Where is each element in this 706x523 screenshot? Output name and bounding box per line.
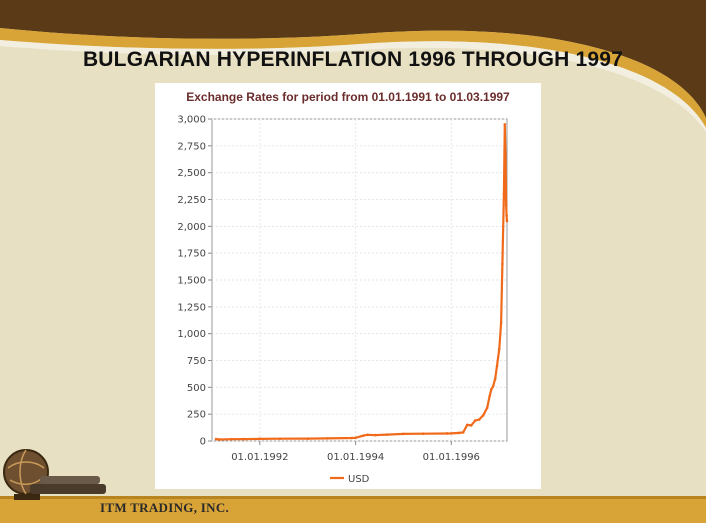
y-tick-label: 2,500	[177, 168, 206, 179]
data-point	[326, 437, 329, 440]
data-point	[278, 437, 282, 441]
data-point	[504, 203, 508, 207]
y-tick-label: 0	[200, 437, 206, 448]
data-point	[505, 219, 509, 223]
data-point	[242, 437, 246, 441]
chart-panel: Exchange Rates for period from 01.01.199…	[155, 83, 541, 489]
axis-layer: 0 250 500 750 1,000 1,250 1,500 1,750 2,000 2,250…	[177, 115, 480, 464]
data-point	[214, 437, 218, 441]
series-line-usd	[215, 123, 509, 441]
y-tick-label: 3,000	[177, 115, 206, 126]
x-tick-label: 01.01.1992	[231, 452, 288, 463]
y-tick-label: 1,500	[177, 276, 206, 287]
data-point	[503, 123, 507, 126]
data-point	[497, 347, 501, 350]
data-point	[230, 437, 234, 441]
data-point	[491, 384, 495, 388]
data-point	[501, 262, 504, 266]
data-point	[421, 432, 425, 436]
data-point	[473, 419, 477, 422]
data-point	[495, 364, 499, 368]
y-tick-label: 2,750	[177, 141, 206, 152]
data-point	[386, 433, 389, 436]
y-tick-label: 500	[187, 383, 206, 394]
slide-title: BULGARIAN HYPERINFLATION 1996 THROUGH 19…	[82, 48, 624, 71]
series-layer	[214, 123, 509, 441]
data-point	[374, 433, 377, 437]
legend-label-usd: USD	[348, 474, 370, 485]
data-point	[461, 431, 465, 434]
data-point	[488, 394, 492, 398]
data-point	[493, 377, 497, 381]
data-point	[499, 321, 503, 325]
data-point	[465, 423, 469, 427]
data-point	[485, 406, 489, 410]
data-point	[350, 436, 353, 440]
y-tick-label: 2,000	[177, 222, 206, 233]
data-point	[306, 437, 310, 440]
x-tick-label: 01.01.1994	[327, 452, 384, 463]
data-point	[362, 434, 365, 437]
y-tick-label: 750	[187, 356, 206, 367]
line-chart: 0 250 500 750 1,000 1,250 1,500 1,750 2,000 2,250…	[177, 115, 509, 485]
data-point	[502, 192, 506, 196]
data-point	[445, 432, 449, 435]
chart-title: Exchange Rates for period from 01.01.199…	[186, 90, 510, 104]
data-point	[354, 436, 357, 440]
legend-layer: USD	[330, 474, 370, 485]
y-tick-label: 2,250	[177, 195, 206, 206]
data-point	[505, 214, 508, 217]
x-tick-label: 01.01.1996	[423, 452, 480, 463]
y-tick-label: 1,000	[177, 329, 206, 340]
y-tick-label: 1,250	[177, 302, 206, 313]
data-point	[258, 437, 262, 441]
data-point	[469, 424, 473, 427]
data-point	[218, 438, 222, 441]
grid-layer	[211, 118, 508, 442]
data-point	[457, 431, 461, 435]
data-point	[504, 160, 507, 164]
data-point	[402, 432, 405, 436]
data-point	[489, 388, 493, 391]
data-point	[481, 413, 485, 417]
data-point	[477, 418, 481, 421]
data-point	[366, 433, 369, 437]
data-point	[450, 432, 453, 435]
globe-icon	[3, 449, 106, 500]
y-tick-label: 1,750	[177, 249, 206, 260]
y-tick-label: 250	[187, 410, 206, 421]
footer-company-name: ITM TRADING, INC.	[100, 500, 230, 515]
